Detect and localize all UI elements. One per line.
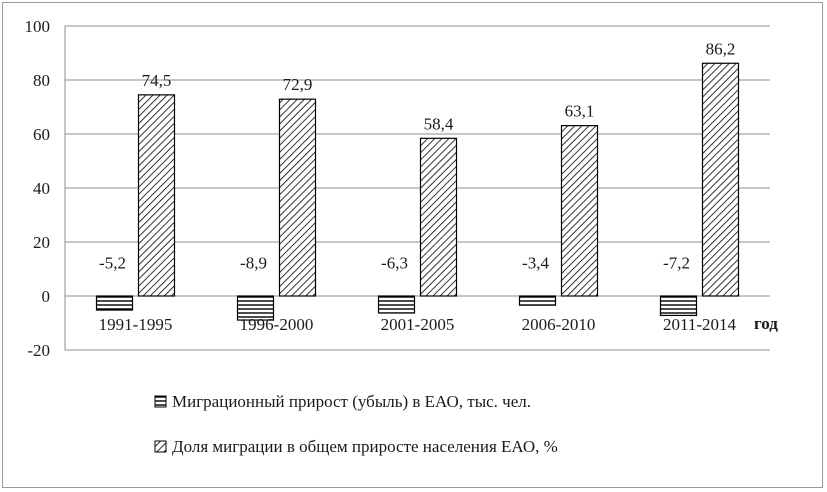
y-tick-label: -20 [27,341,50,360]
y-tick-label: 100 [25,17,51,36]
legend: Миграционный прирост (убыль) в ЕАО, тыс.… [154,392,558,456]
y-tick-label: 40 [33,179,50,198]
data-label-migration-share: 72,9 [283,75,313,94]
grid-lines [65,25,770,351]
data-label-migration-growth: -7,2 [663,253,690,272]
bar-migration-share [137,94,176,297]
labels: -5,2 74,5 1991-1995 -8,9 72,9 1996-2000 -6,3 58… [99,39,737,334]
bar-migration-share [560,125,599,297]
x-axis-title: год [754,314,778,333]
legend-swatch-migration-growth [154,395,167,408]
y-tick-label: 20 [33,233,50,252]
data-label-migration-growth: -5,2 [99,253,126,272]
data-label-migration-growth: -6,3 [381,253,408,272]
bar-migration-share [278,98,317,297]
bar-migration-growth [659,295,698,317]
data-label-migration-share: 58,4 [424,114,454,133]
axes: 100 80 60 40 20 0 -20 [25,17,770,360]
x-category-label: 2006-2010 [522,315,596,334]
bar-migration-growth [518,295,557,306]
y-tick-label: 0 [42,287,51,306]
y-tick-label: 60 [33,125,50,144]
legend-label-migration-growth: Миграционный прирост (убыль) в ЕАО, тыс.… [172,392,531,411]
bar-migration-growth [377,295,416,314]
data-label-migration-share: 74,5 [142,71,172,90]
data-label-migration-share: 86,2 [706,39,736,58]
bar-migration-growth [236,295,275,321]
legend-label-migration-share: Доля миграции в общем приросте населения… [172,437,558,456]
y-tick-label: 80 [33,71,50,90]
data-label-migration-growth: -3,4 [522,253,549,272]
x-category-label: 1991-1995 [99,315,173,334]
data-label-migration-growth: -8,9 [240,253,267,272]
x-category-label: 1996-2000 [240,315,314,334]
bar-migration-share [419,137,458,297]
x-category-label: 2001-2005 [381,315,455,334]
bar-migration-share [701,62,740,297]
legend-swatch-migration-share [154,440,167,453]
bars [95,62,740,321]
x-category-label: 2011-2014 [663,315,737,334]
bar-migration-growth [95,295,134,311]
data-label-migration-share: 63,1 [565,102,595,121]
